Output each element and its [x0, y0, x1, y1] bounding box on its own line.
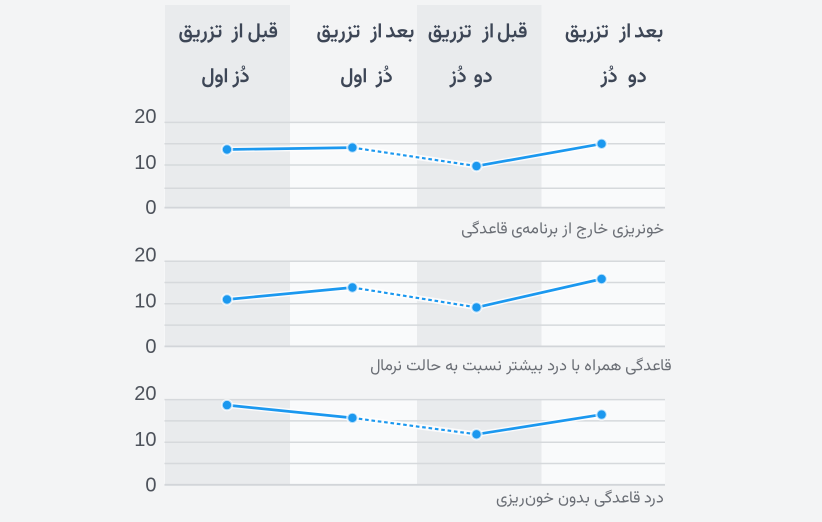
- svg-text:20: 20: [134, 106, 156, 128]
- svg-text:20: 20: [134, 383, 156, 405]
- svg-text:10: 10: [134, 429, 156, 451]
- svg-text:0: 0: [145, 336, 156, 358]
- svg-text:10: 10: [134, 152, 156, 174]
- svg-text:10: 10: [134, 291, 156, 313]
- svg-text:0: 0: [145, 197, 156, 219]
- svg-text:20: 20: [134, 245, 156, 267]
- svg-text:0: 0: [145, 474, 156, 496]
